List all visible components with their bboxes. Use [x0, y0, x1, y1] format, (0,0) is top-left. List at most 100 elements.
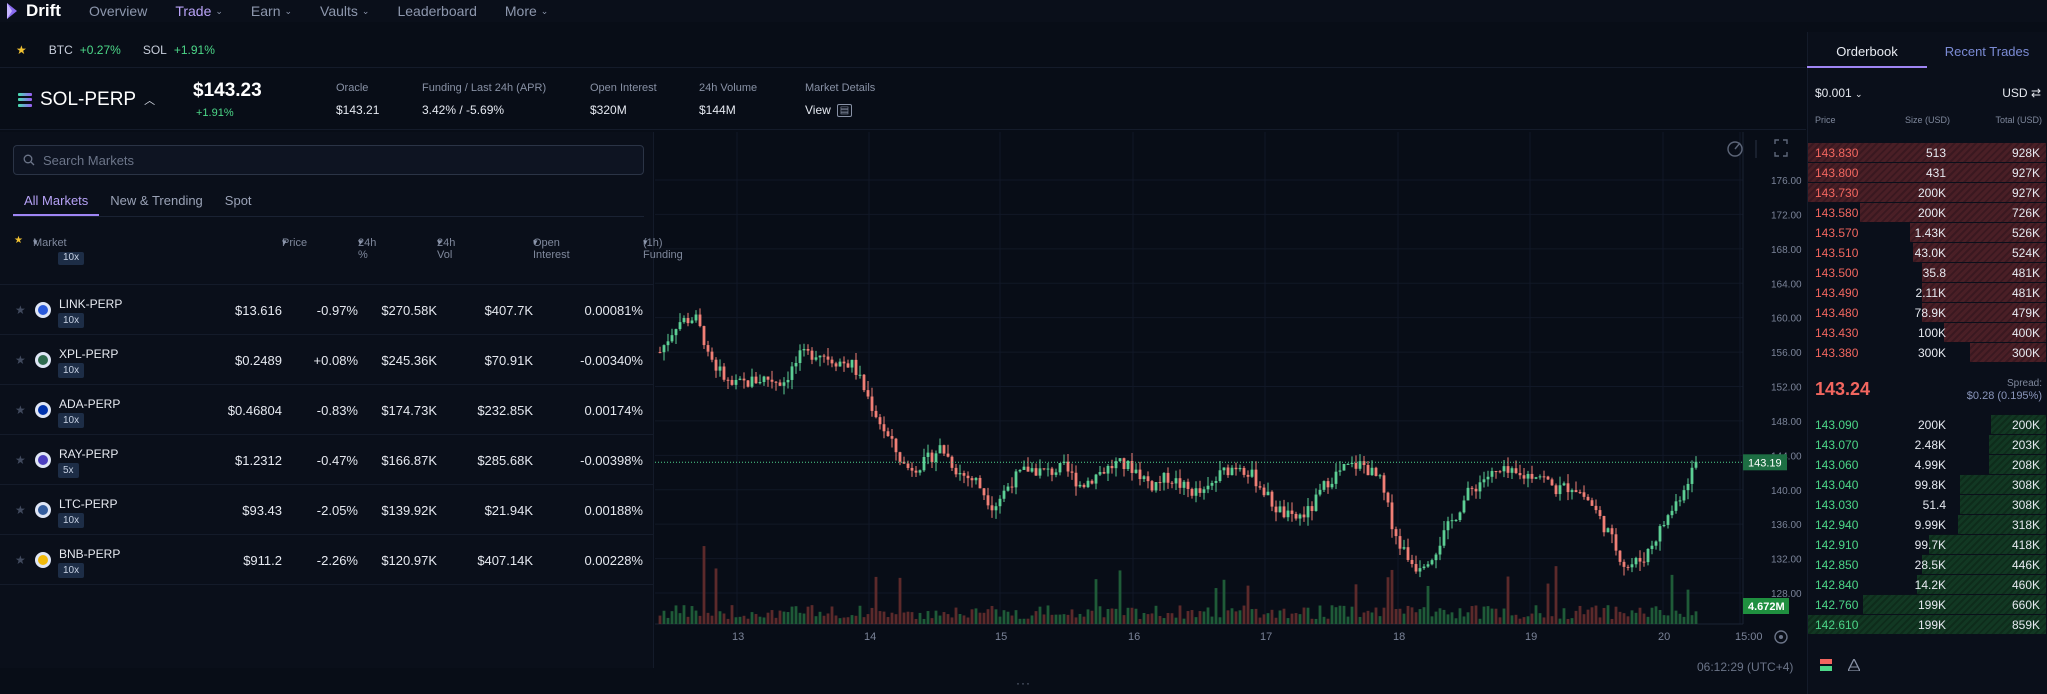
- tick-size-select[interactable]: $0.001 ⌄: [1815, 86, 1863, 100]
- volume-bar: [1182, 618, 1186, 624]
- candle-body: [1346, 463, 1350, 465]
- market-row[interactable]: ★ BNB-PERP 10x $911.2 -2.26% $120.97K $407.14K…: [0, 535, 654, 585]
- volume-bar: [1658, 609, 1662, 624]
- level-total: 318K: [2011, 518, 2040, 532]
- ask-row[interactable]: 143.480 78.9K 479K: [1808, 303, 2046, 323]
- volume-bar: [1126, 607, 1130, 624]
- ask-row[interactable]: 143.430 100K 400K: [1808, 323, 2046, 343]
- indicators-icon[interactable]: [1727, 141, 1743, 157]
- ask-row[interactable]: 143.380 300K 300K: [1808, 343, 2046, 363]
- market-tab-2[interactable]: Spot: [224, 193, 252, 208]
- ask-row[interactable]: 143.510 43.0K 524K: [1808, 243, 2046, 263]
- volume-bar: [1630, 610, 1634, 624]
- resize-handle[interactable]: ···: [1016, 676, 1031, 690]
- volume-bar: [838, 618, 842, 624]
- nav-more[interactable]: More ⌄: [504, 3, 549, 19]
- candle-body: [666, 341, 670, 346]
- bid-row[interactable]: 143.070 2.48K 203K: [1808, 435, 2046, 455]
- market-row[interactable]: ★ ADA-PERP 10x $0.46804 -0.83% $174.73K $232.8…: [0, 385, 654, 435]
- market-details-link[interactable]: View ▤: [805, 103, 875, 117]
- search-input[interactable]: [43, 152, 603, 168]
- volume-bar: [878, 611, 882, 624]
- ask-row[interactable]: 143.490 2.11K 481K: [1808, 283, 2046, 303]
- favorite-star-icon[interactable]: ★: [15, 503, 26, 517]
- market-name: SOL-PERP: [40, 88, 137, 110]
- candle-body: [1262, 487, 1266, 496]
- market-row[interactable]: ★ RAY-PERP 5x $1.2312 -0.47% $166.87K $285.68K…: [0, 435, 654, 485]
- ticker-btc[interactable]: BTC +0.27%: [48, 42, 121, 57]
- search-box[interactable]: [13, 145, 644, 175]
- candle-body: [658, 352, 662, 354]
- ask-row[interactable]: 143.830 513 928K: [1808, 143, 2046, 163]
- y-tick-label: 140.00: [1771, 486, 1802, 497]
- volume-bar: [918, 612, 922, 624]
- candlestick-chart[interactable]: 176.00 172.00 168.00 164.00 160.00 156.00 152.…: [655, 132, 1805, 672]
- nav-vaults[interactable]: Vaults ⌄: [320, 3, 370, 19]
- market-tab-1[interactable]: New & Trending: [110, 193, 203, 208]
- nav-leaderboard[interactable]: Leaderboard: [397, 3, 477, 19]
- bid-row[interactable]: 142.940 9.99K 318K: [1808, 515, 2046, 535]
- volume-bar: [926, 611, 930, 624]
- chart-settings-gear-icon[interactable]: [1774, 630, 1788, 644]
- candle-body: [1530, 473, 1534, 479]
- depth-view-icon[interactable]: [1848, 659, 1860, 671]
- ask-row[interactable]: 143.800 431 927K: [1808, 163, 2046, 183]
- bid-row[interactable]: 143.040 99.8K 308K: [1808, 475, 2046, 495]
- ask-row[interactable]: 143.730 200K 927K: [1808, 183, 2046, 203]
- favorite-star-icon[interactable]: ★: [15, 303, 26, 317]
- favorite-star-icon[interactable]: ★: [15, 453, 26, 467]
- fullscreen-icon[interactable]: [1774, 139, 1788, 157]
- candle-body: [1058, 462, 1062, 473]
- market-selector[interactable]: SOL-PERP ︿: [18, 89, 193, 111]
- volume-bar: [830, 606, 834, 624]
- level-price: 143.830: [1815, 146, 1859, 160]
- tab-recent-trades[interactable]: Recent Trades: [1944, 44, 2030, 59]
- bid-row[interactable]: 142.850 28.5K 446K: [1808, 555, 2046, 575]
- ask-row[interactable]: 143.570 1.43K 526K: [1808, 223, 2046, 243]
- ask-row[interactable]: 143.500 35.8 481K: [1808, 263, 2046, 283]
- favorites-star-icon[interactable]: ★: [14, 235, 23, 246]
- volume-bar: [1306, 607, 1310, 624]
- volume-bar: [1066, 614, 1070, 624]
- bid-row[interactable]: 143.090 200K 200K: [1808, 415, 2046, 435]
- nav-trade[interactable]: Trade ⌄: [175, 3, 223, 19]
- candle-body: [1474, 488, 1478, 492]
- candle-body: [930, 452, 934, 463]
- ticker-sol[interactable]: SOL +1.91%: [142, 42, 215, 57]
- volume-bar: [1314, 618, 1318, 624]
- bid-row[interactable]: 142.760 199K 660K: [1808, 595, 2046, 615]
- favorite-star-icon[interactable]: ★: [15, 353, 26, 367]
- sort-icon: ▾: [437, 237, 442, 247]
- ask-row[interactable]: 143.580 200K 726K: [1808, 203, 2046, 223]
- price-chart[interactable]: 176.00 172.00 168.00 164.00 160.00 156.00 152.…: [655, 132, 1805, 672]
- market-row[interactable]: ★ XPL-PERP 10x $0.2489 +0.08% $245.36K $70.91K…: [0, 335, 654, 385]
- candle-body: [662, 345, 666, 353]
- bid-row[interactable]: 142.910 99.7K 418K: [1808, 535, 2046, 555]
- nav-earn[interactable]: Earn ⌄: [250, 3, 293, 19]
- market-row[interactable]: ★ LINK-PERP 10x $13.616 -0.97% $270.58K $407.7…: [0, 285, 654, 335]
- candle-body: [1606, 528, 1610, 533]
- tab-orderbook[interactable]: Orderbook: [1807, 40, 1927, 68]
- level-size: 43.0K: [1914, 246, 1946, 260]
- favorite-star-icon[interactable]: ★: [16, 42, 27, 57]
- market-row[interactable]: ★ LTC-PERP 10x $93.43 -2.05% $139.92K $21.94K 0…: [0, 485, 654, 535]
- level-total: 300K: [2011, 346, 2040, 360]
- candle-body: [1010, 486, 1014, 488]
- candle-body: [1494, 471, 1498, 473]
- market-tab-0[interactable]: All Markets: [13, 193, 100, 216]
- candle-body: [1362, 461, 1366, 466]
- volume-bar: [1150, 613, 1154, 624]
- favorite-star-icon[interactable]: ★: [15, 553, 26, 567]
- bid-row[interactable]: 142.610 199K 859K: [1808, 615, 2046, 635]
- nav-overview[interactable]: Overview: [88, 3, 148, 19]
- orderbook-split-view-icon[interactable]: [1820, 659, 1832, 671]
- favorite-star-icon[interactable]: ★: [15, 403, 26, 417]
- drift-logo[interactable]: Drift: [4, 1, 61, 21]
- level-price: 142.910: [1815, 538, 1859, 552]
- orderbook-view-toggles: [1820, 659, 1860, 671]
- currency-toggle[interactable]: USD ⇄: [2002, 86, 2041, 100]
- bid-row[interactable]: 143.030 51.4 308K: [1808, 495, 2046, 515]
- bid-row[interactable]: 142.840 14.2K 460K: [1808, 575, 2046, 595]
- candle-body: [694, 314, 698, 321]
- bid-row[interactable]: 143.060 4.99K 208K: [1808, 455, 2046, 475]
